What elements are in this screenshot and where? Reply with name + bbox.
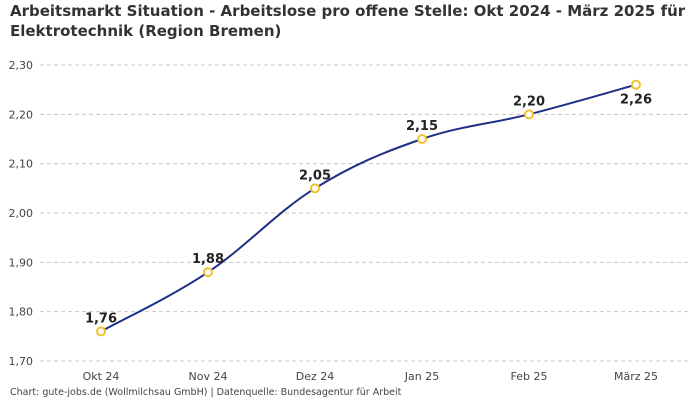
x-tick-label: Okt 24 [83, 370, 120, 383]
y-tick-label: 1,80 [9, 306, 34, 319]
x-tick-label: Nov 24 [189, 370, 228, 383]
data-label: 2,26 [620, 93, 652, 108]
x-tick-label: Dez 24 [296, 370, 335, 383]
data-point [310, 183, 320, 194]
data-label: 2,15 [406, 119, 438, 134]
data-label: 2,05 [299, 168, 331, 183]
data-point [203, 267, 213, 278]
gridlines [40, 64, 690, 362]
x-tick-label: Jan 25 [404, 370, 439, 383]
data-labels: 1,76 1,88 2,05 2,15 2,20 2,26 [85, 93, 652, 327]
series-line [100, 83, 637, 333]
data-markers [96, 79, 641, 337]
x-axis-ticks: Okt 24 Nov 24 Dez 24 Jan 25 Feb 25 März 25 [83, 370, 658, 383]
y-axis-ticks: 1,70 1,80 1,90 2,00 2,10 2,20 2,30 [9, 59, 34, 368]
y-tick-label: 2,00 [9, 207, 34, 220]
chart-footer: Chart: gute-jobs.de (Wollmilchsau GmbH) … [10, 387, 402, 398]
y-tick-label: 1,90 [9, 256, 34, 269]
y-tick-label: 2,10 [9, 158, 34, 171]
y-tick-label: 2,20 [9, 108, 34, 121]
x-tick-label: März 25 [614, 370, 658, 383]
data-point [631, 79, 641, 90]
data-label: 1,88 [192, 252, 224, 267]
data-point [96, 326, 106, 337]
y-tick-label: 2,30 [9, 59, 34, 72]
x-tick-label: Feb 25 [511, 370, 548, 383]
data-point [524, 109, 534, 120]
y-tick-label: 1,70 [9, 355, 34, 368]
data-point [417, 134, 427, 144]
data-label: 1,76 [85, 311, 117, 326]
chart-title: Arbeitsmarkt Situation - Arbeitslose pro… [10, 2, 686, 40]
data-label: 2,20 [513, 94, 545, 109]
